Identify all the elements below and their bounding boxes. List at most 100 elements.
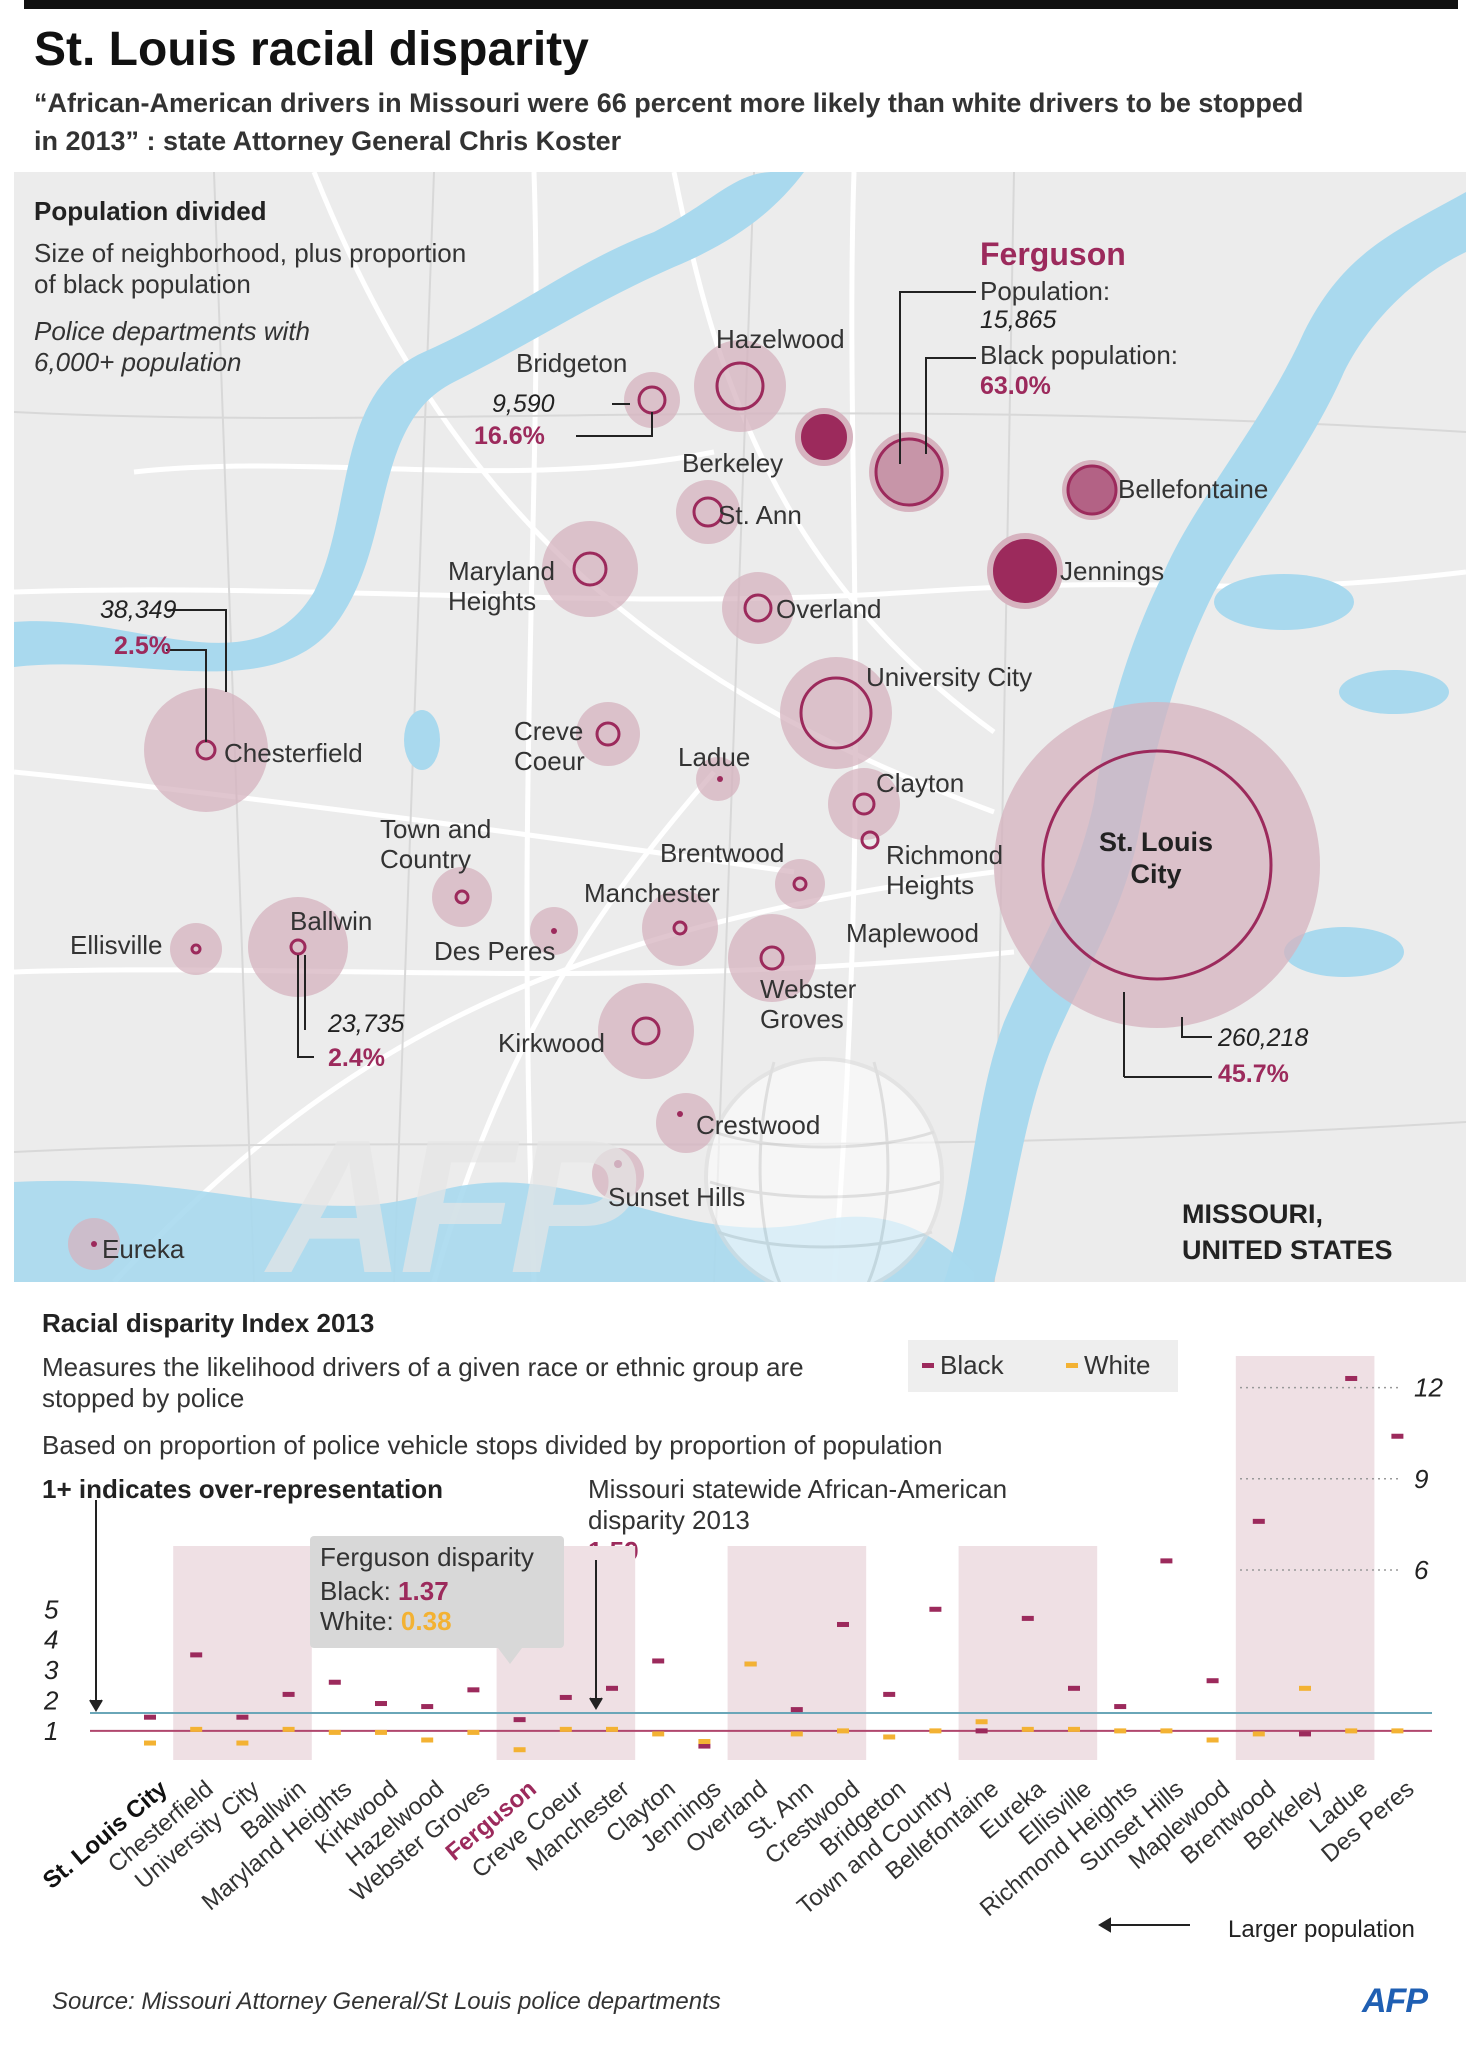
mark-white [144, 1740, 156, 1746]
place-label-clayton: Clayton [876, 768, 965, 798]
y-tick-label: 3 [44, 1655, 59, 1685]
mark-white [1206, 1737, 1219, 1743]
chart-threshold-note: 1+ indicates over-representation [42, 1474, 443, 1504]
mark-white [790, 1731, 803, 1737]
place-label-jennings: Jennings [1060, 556, 1165, 586]
mark-black [467, 1687, 480, 1693]
high-share-bubbles [795, 408, 1122, 609]
place-label-ellisville: Ellisville [70, 930, 163, 960]
ferguson-box-white-label: White: [320, 1606, 394, 1636]
chart-basis: Based on proportion of police vehicle st… [42, 1430, 943, 1460]
mark-white [1068, 1726, 1080, 1732]
mark-black [1252, 1518, 1265, 1524]
lake-1 [1214, 574, 1354, 630]
place-label-manchester: Manchester [584, 878, 720, 908]
ferguson-population: 15,865 [980, 306, 1057, 334]
ferguson-box-black-value: 1.37 [398, 1576, 449, 1606]
mark-white [190, 1726, 203, 1732]
place-label-brentwood: Brentwood [660, 838, 785, 868]
mark-black [1068, 1685, 1080, 1691]
mark-white [1114, 1728, 1127, 1734]
mark-black [236, 1714, 249, 1720]
y-tick-label: 1 [44, 1716, 58, 1746]
mark-black [144, 1714, 156, 1720]
mark-black [883, 1691, 896, 1697]
ferguson-box-pointer [498, 1648, 522, 1664]
place-label-ballwin: Ballwin [290, 906, 373, 936]
mark-black [1114, 1704, 1127, 1710]
mark-black [328, 1679, 341, 1685]
lake-4 [404, 710, 440, 770]
black-population-rings [190, 361, 1273, 1046]
mark-black [1299, 1731, 1311, 1737]
ferguson-box-white-value: 0.38 [400, 1606, 452, 1636]
mark-white [375, 1729, 387, 1735]
legend-black-label: Black [940, 1350, 1004, 1380]
place-label-st-louis-city: St. Louis City [1099, 827, 1213, 889]
map-note: Police departments with 6,000+ populatio… [34, 316, 311, 377]
place-label-webster-groves: Webster Groves [760, 974, 857, 1034]
place-label-chesterfield: Chesterfield [224, 738, 363, 768]
ferguson-black-pct: 63.0% [980, 372, 1051, 400]
chart-description: Measures the likelihood drivers of a giv… [42, 1352, 804, 1413]
place-label-creve-coeur: Creve Coeur [514, 716, 585, 776]
axis-note: Larger population [1228, 1916, 1415, 1943]
place-label-st-ann: St. Ann [718, 500, 802, 530]
ferguson-box-black: Black: 1.37 [320, 1576, 449, 1607]
stlouis-black-pct: 45.7% [1218, 1060, 1289, 1088]
chart-reference-lines [90, 1711, 1432, 1732]
y-tick-label: 5 [44, 1594, 59, 1624]
mark-black [929, 1606, 942, 1612]
ferguson-black-label: Black population: [980, 340, 1179, 370]
ferguson-disparity-box: Ferguson disparity Black: 1.37 White: 0.… [310, 1536, 564, 1664]
place-label-overland: Overland [776, 594, 882, 624]
statewide-label: Missouri statewide African-American disp… [588, 1474, 1008, 1535]
mark-white [837, 1728, 849, 1734]
population-map [14, 172, 1466, 1282]
y-tick-label: 9 [1414, 1464, 1428, 1494]
mark-white [236, 1740, 249, 1746]
mark-white [606, 1726, 618, 1732]
stlouis-population: 260,218 [1218, 1024, 1309, 1052]
y-tick-label: 4 [44, 1625, 58, 1655]
mark-white [559, 1726, 572, 1732]
place-label-maryland-heights: Maryland Heights [448, 556, 555, 616]
place-label-bridgeton: Bridgeton [516, 348, 628, 378]
mark-white [1160, 1728, 1173, 1734]
mark-white [929, 1728, 942, 1734]
afp-logo: AFP [1362, 1982, 1428, 2020]
mark-white [328, 1729, 341, 1735]
chart-gridlines [1240, 1386, 1400, 1571]
mark-white [975, 1719, 988, 1725]
place-label-university-city: University City [866, 662, 1033, 692]
ballwin-population: 23,735 [328, 1010, 405, 1038]
mark-black [790, 1707, 803, 1713]
chesterfield-population: 38,349 [100, 596, 177, 624]
mark-white [744, 1661, 757, 1667]
mark-black [1391, 1433, 1404, 1439]
mark-white [513, 1747, 526, 1753]
mark-black [837, 1621, 849, 1627]
map-section-title: Population divided [34, 196, 267, 226]
mark-white [1391, 1728, 1404, 1734]
mark-black [559, 1694, 572, 1700]
place-label-berkeley: Berkeley [682, 448, 784, 478]
place-label-sunset-hills: Sunset Hills [608, 1182, 746, 1212]
ferguson-box-title: Ferguson disparity [320, 1542, 534, 1572]
map-description: Size of neighborhood, plus proportion of… [34, 238, 467, 299]
y-tick-label: 12 [1414, 1373, 1443, 1403]
mark-black [652, 1658, 665, 1664]
bridgeton-population: 9,590 [492, 390, 555, 418]
mark-black [1345, 1375, 1358, 1381]
mark-black [1206, 1678, 1219, 1684]
mark-white [883, 1734, 896, 1740]
mark-black [282, 1691, 295, 1697]
chart-band [1235, 1356, 1375, 1760]
place-label-hazelwood: Hazelwood [716, 324, 845, 354]
place-label-maplewood: Maplewood [846, 918, 979, 948]
chesterfield-black-pct: 2.5% [114, 632, 171, 660]
mark-black [190, 1652, 203, 1658]
mark-black [375, 1701, 387, 1707]
place-label-richmond-heights: Richmond Heights [886, 840, 1004, 900]
